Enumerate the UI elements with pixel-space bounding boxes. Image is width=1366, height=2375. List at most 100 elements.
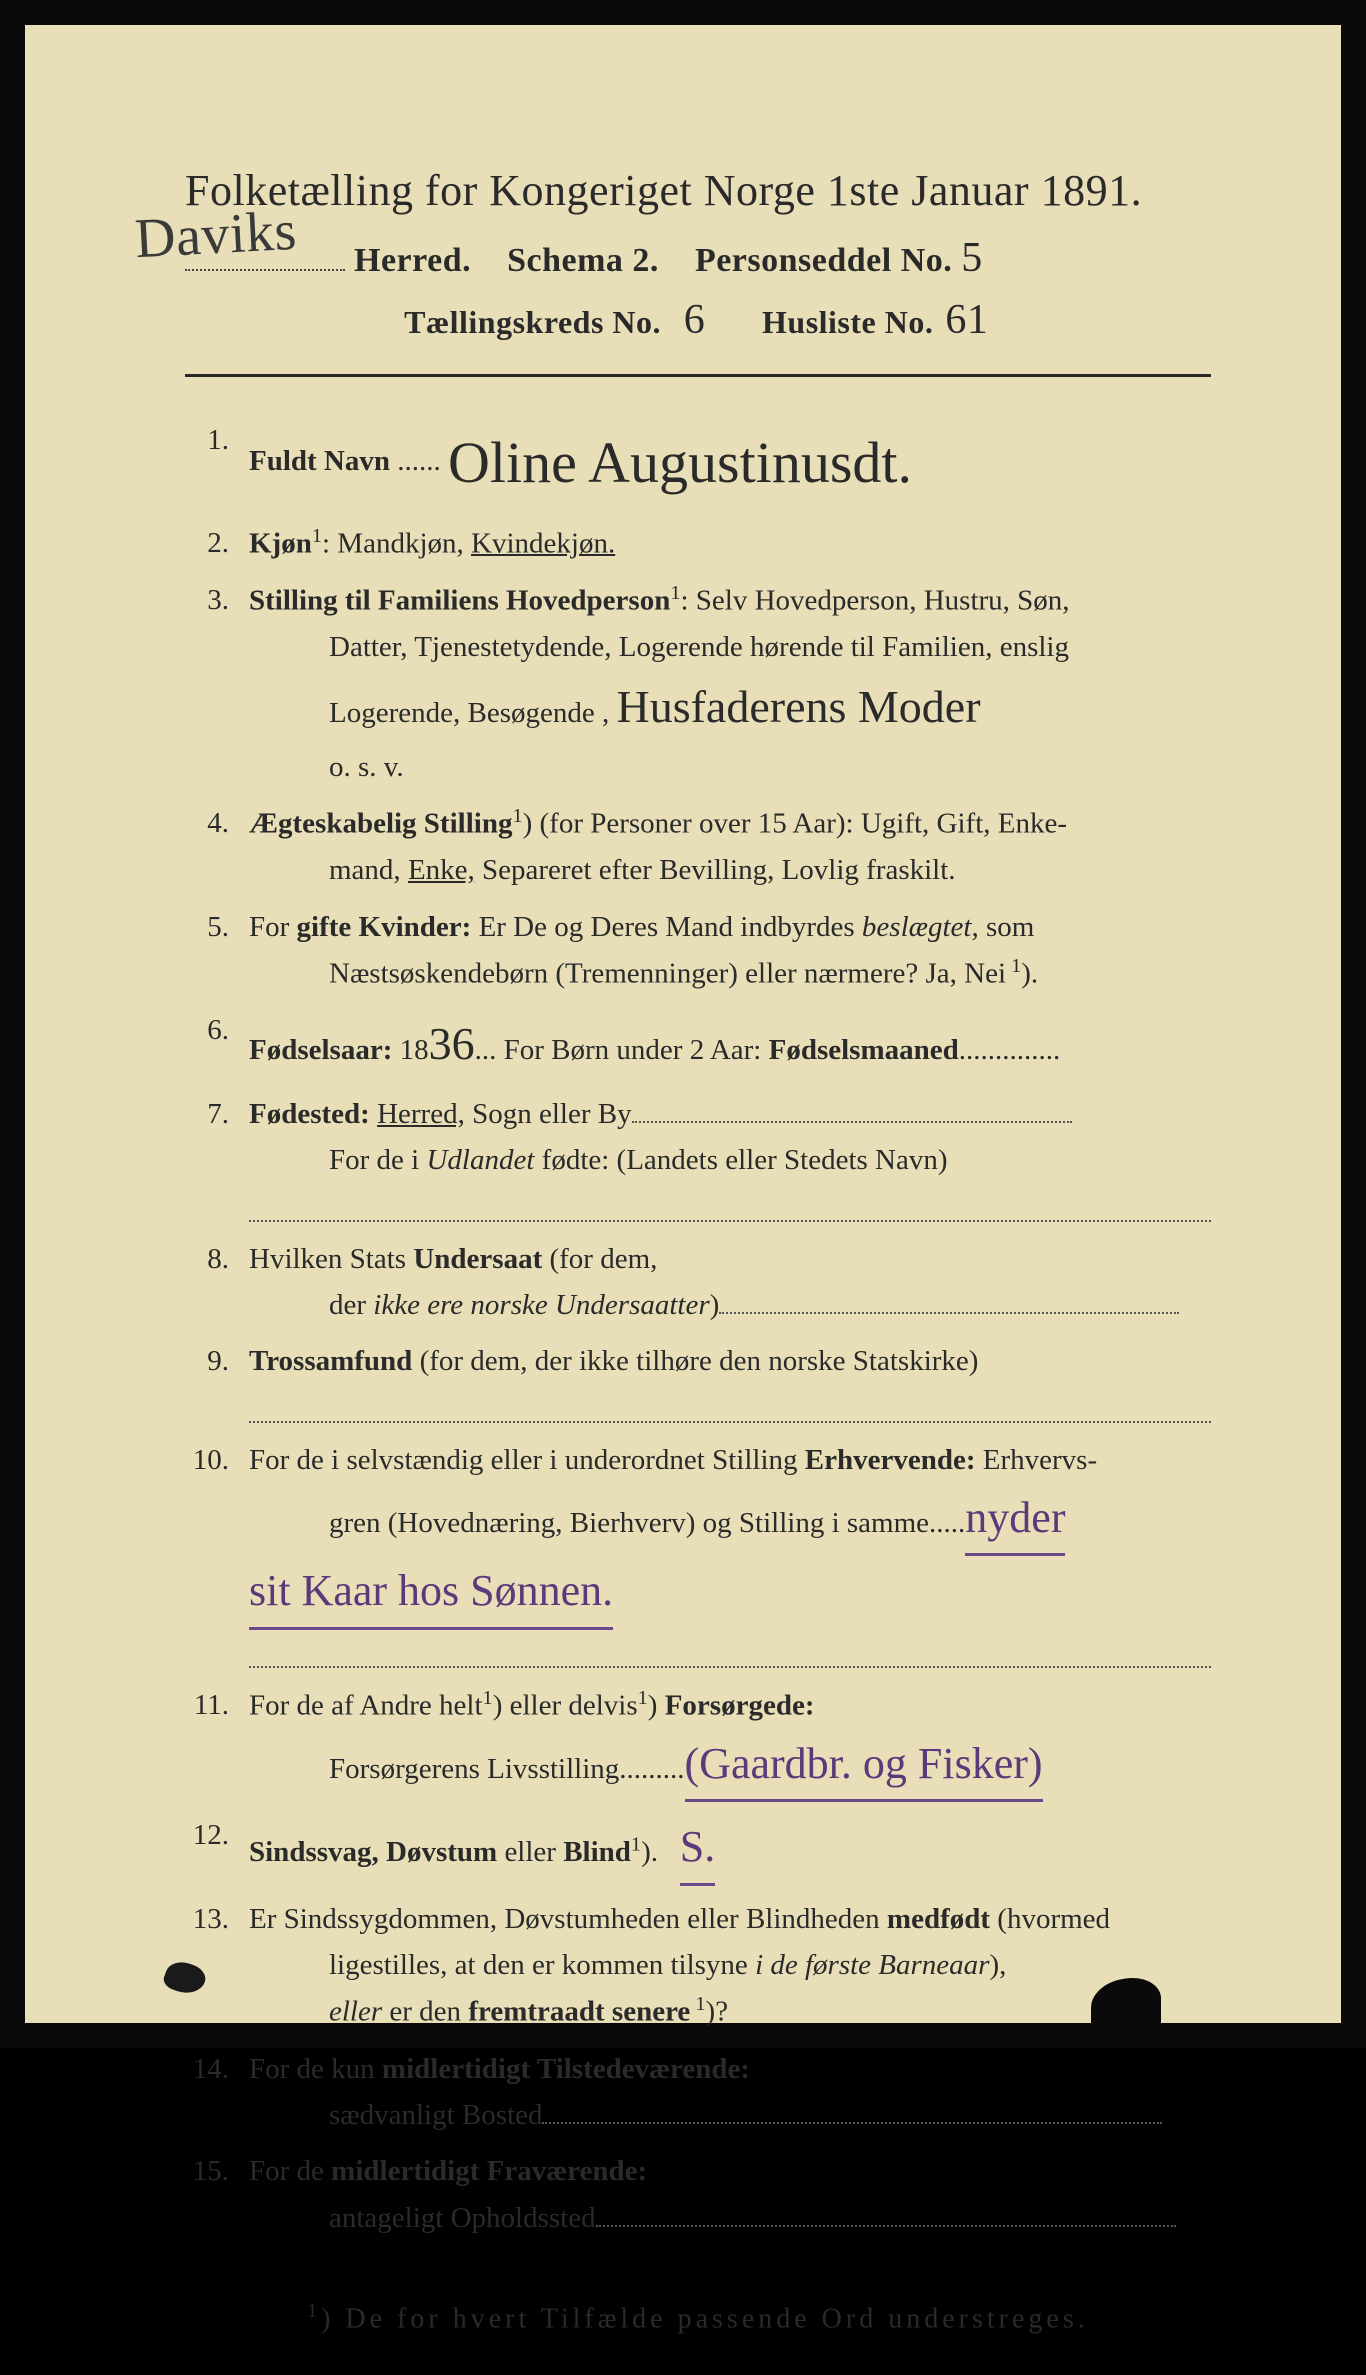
cont-pre: der	[329, 1289, 373, 1321]
item-number: 6.	[185, 1007, 249, 1081]
continuation: mand, Enke, Separeret efter Bevilling, L…	[249, 847, 1211, 893]
continuation: gren (Hovednæring, Bierhverv) og Stillin…	[249, 1483, 1211, 1556]
personseddel-label: Personseddel No.	[695, 242, 952, 279]
field-label: Fuldt Navn	[249, 445, 390, 477]
item-body: For de af Andre helt1) eller delvis1) Fo…	[249, 1682, 1211, 1802]
herred-label: Herred.	[354, 242, 471, 279]
field-text: (for Personer over 15 Aar): Ugift, Gift,…	[532, 808, 1067, 840]
field-text: For de kun	[249, 2053, 382, 2085]
supporter-hw: (Gaardbr. og Fisker)	[685, 1729, 1043, 1802]
occupation-hw-1: nyder	[965, 1483, 1065, 1556]
selected-value: Enke,	[408, 854, 475, 886]
cont-pre: mand,	[329, 854, 408, 886]
cont-post: ),	[989, 1949, 1006, 1981]
field-label: Undersaat	[413, 1243, 542, 1275]
field-text: Er De og Deres Mand indbyrdes	[471, 911, 862, 943]
continuation: Næstsøskendebørn (Tremenninger) eller næ…	[249, 950, 1211, 997]
schema-label: Schema 2.	[507, 242, 659, 279]
footnote-marker: 1	[690, 1993, 705, 2015]
field-11-supported: 11. For de af Andre helt1) eller delvis1…	[185, 1682, 1211, 1802]
field-label: Forsørgede:	[657, 1690, 814, 1722]
footnote-marker: 1	[1006, 955, 1021, 977]
italic-text: i de første Barneaar	[755, 1949, 989, 1981]
continuation: eller er den fremtraadt senere 1)?	[249, 1988, 1211, 2035]
field-label: midlertidigt Tilstedeværende:	[382, 2053, 750, 2085]
title-text: Folketælling for Kongeriget Norge 1ste J…	[185, 166, 1142, 215]
husliste-label: Husliste No.	[762, 304, 933, 340]
kreds-number: 6	[670, 296, 720, 344]
continuation: Forsørgerens Livsstilling.........(Gaard…	[249, 1729, 1211, 1802]
cont-post: fødte: (Landets eller Stedets Navn)	[534, 1144, 947, 1176]
blank-line	[719, 1290, 1179, 1314]
dots: ..............	[959, 1034, 1061, 1066]
item-body: For de kun midlertidigt Tilstedeværende:…	[249, 2046, 1211, 2139]
field-text2: som	[979, 911, 1035, 943]
field-label: Stilling til Familiens Hovedperson	[249, 585, 670, 617]
footnote-marker: 1	[670, 582, 680, 604]
document-page: Folketælling for Kongeriget Norge 1ste J…	[0, 0, 1366, 2048]
field-text: For de i selvstændig eller i underordnet…	[249, 1444, 805, 1476]
field-text: eller	[497, 1836, 563, 1868]
item-body: Stilling til Familiens Hovedperson1: Sel…	[249, 577, 1211, 790]
cont-post: )	[710, 1289, 720, 1321]
italic-text: ikke ere norske Undersaatter	[373, 1289, 709, 1321]
subtitle-row-2: Tællingskreds No. 6 Husliste No. 61	[185, 296, 1211, 344]
field-8-subject: 8. Hvilken Stats Undersaat (for dem, der…	[185, 1236, 1211, 1329]
field-label2: Blind	[563, 1836, 631, 1868]
field-6-birthyear: 6. Fødselsaar: 1836... For Børn under 2 …	[185, 1007, 1211, 1081]
footnote-marker: 1	[307, 2301, 321, 2322]
field-text: Er Sindssygdommen, Døvstumheden eller Bl…	[249, 1903, 887, 1935]
field-label: Trossamfund	[249, 1345, 412, 1377]
field-text: Sogn eller By	[465, 1098, 632, 1130]
item-body: Ægteskabelig Stilling1) (for Personer ov…	[249, 800, 1211, 893]
blank-full-line	[249, 1644, 1211, 1668]
blank-full-line	[249, 1399, 1211, 1423]
footnote-marker: 1	[483, 1687, 493, 1709]
field-label: gifte Kvinder:	[297, 911, 472, 943]
herred-handwritten: Daviks	[133, 199, 298, 271]
field-label: Ægteskabelig Stilling	[249, 808, 512, 840]
blank-line	[542, 2100, 1162, 2124]
field-text: For de af Andre helt	[249, 1690, 483, 1722]
item-number: 10.	[185, 1437, 249, 1630]
item-number: 3.	[185, 577, 249, 790]
field-12-disability: 12. Sindssvag, Døvstum eller Blind1). S.	[185, 1812, 1211, 1885]
italic-text: beslægtet,	[862, 911, 979, 943]
item-body: Kjøn1: Mandkjøn, Kvindekjøn.	[249, 520, 1211, 567]
continuation: der ikke ere norske Undersaatter)	[249, 1282, 1211, 1328]
kreds-label: Tællingskreds No.	[404, 304, 661, 340]
field-text: For de	[249, 2155, 331, 2187]
footnote-marker: 1	[638, 1687, 648, 1709]
item-body: Fuldt Navn ...... Oline Augustinusdt.	[249, 417, 1211, 510]
field-9-religion: 9. Trossamfund (for dem, der ikke tilhør…	[185, 1338, 1211, 1384]
item-body: Trossamfund (for dem, der ikke tilhøre d…	[249, 1338, 1211, 1384]
item-number: 8.	[185, 1236, 249, 1329]
divider-rule	[185, 374, 1211, 377]
field-text: : Mandkjøn,	[322, 527, 471, 559]
field-label: midlertidigt Fraværende:	[331, 2155, 647, 2187]
continuation: ligestilles, at den er kommen tilsyne i …	[249, 1942, 1211, 1988]
cont-end: ?	[715, 1996, 728, 2028]
item-body: For de midlertidigt Fraværende: antageli…	[249, 2148, 1211, 2241]
field-text-pre: For	[249, 911, 297, 943]
continuation: o. s. v.	[249, 744, 1211, 790]
cont-text: gren (Hovednæring, Bierhverv) og Stillin…	[329, 1507, 929, 1539]
footnote: 1) De for hvert Tilfælde passende Ord un…	[185, 2301, 1211, 2335]
content-area: Folketælling for Kongeriget Norge 1ste J…	[45, 85, 1321, 2375]
position-handwritten: Husfaderens Moder	[616, 670, 980, 744]
field-3-position: 3. Stilling til Familiens Hovedperson1: …	[185, 577, 1211, 790]
field-label: Sindssvag, Døvstum	[249, 1836, 497, 1868]
husliste-number: 61	[942, 296, 992, 344]
selected-value: Herred,	[377, 1098, 465, 1130]
cont-text: Logerende, Besøgende ,	[329, 697, 609, 729]
field-15-absent: 15. For de midlertidigt Fraværende: anta…	[185, 2148, 1211, 2241]
field-text2: (for dem,	[542, 1243, 657, 1275]
bold-text: fremtraadt senere	[468, 1996, 690, 2028]
month-label: Fødselsmaaned	[769, 1034, 959, 1066]
item-number: 4.	[185, 800, 249, 893]
item-body: For de i selvstændig eller i underordnet…	[249, 1437, 1211, 1630]
field-label: Fødselsaar:	[249, 1034, 392, 1066]
field-text: : Selv Hovedperson, Hustru, Søn,	[680, 585, 1069, 617]
cont-mid: er den	[382, 1996, 468, 2028]
item-number: 1.	[185, 417, 249, 510]
